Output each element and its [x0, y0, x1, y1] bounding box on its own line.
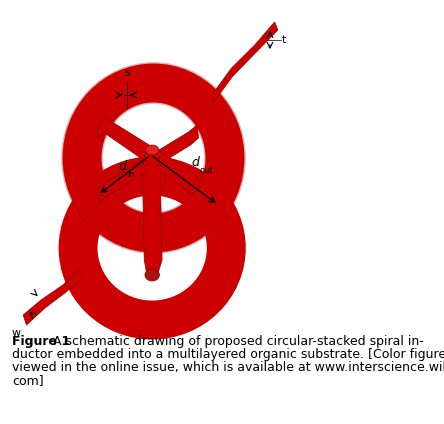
- Polygon shape: [98, 118, 200, 195]
- Text: s: s: [124, 68, 130, 78]
- Text: ductor embedded into a multilayered organic substrate. [Color figure can be: ductor embedded into a multilayered orga…: [12, 348, 444, 361]
- Text: w: w: [12, 328, 21, 338]
- Text: com]: com]: [12, 374, 44, 387]
- Text: out: out: [200, 166, 214, 175]
- Polygon shape: [142, 148, 162, 275]
- Text: Figure 1: Figure 1: [12, 335, 70, 348]
- Polygon shape: [23, 270, 83, 325]
- Polygon shape: [98, 125, 198, 203]
- Text: d: d: [191, 156, 199, 170]
- Text: t: t: [282, 35, 286, 45]
- Text: viewed in the online issue, which is available at www.interscience.wiley.: viewed in the online issue, which is ava…: [12, 361, 444, 374]
- Ellipse shape: [145, 269, 159, 281]
- Ellipse shape: [146, 145, 159, 155]
- Text: in: in: [127, 170, 135, 179]
- Polygon shape: [212, 22, 278, 103]
- Text: A schematic drawing of proposed circular-stacked spiral in-: A schematic drawing of proposed circular…: [41, 335, 424, 348]
- Text: d: d: [119, 161, 127, 173]
